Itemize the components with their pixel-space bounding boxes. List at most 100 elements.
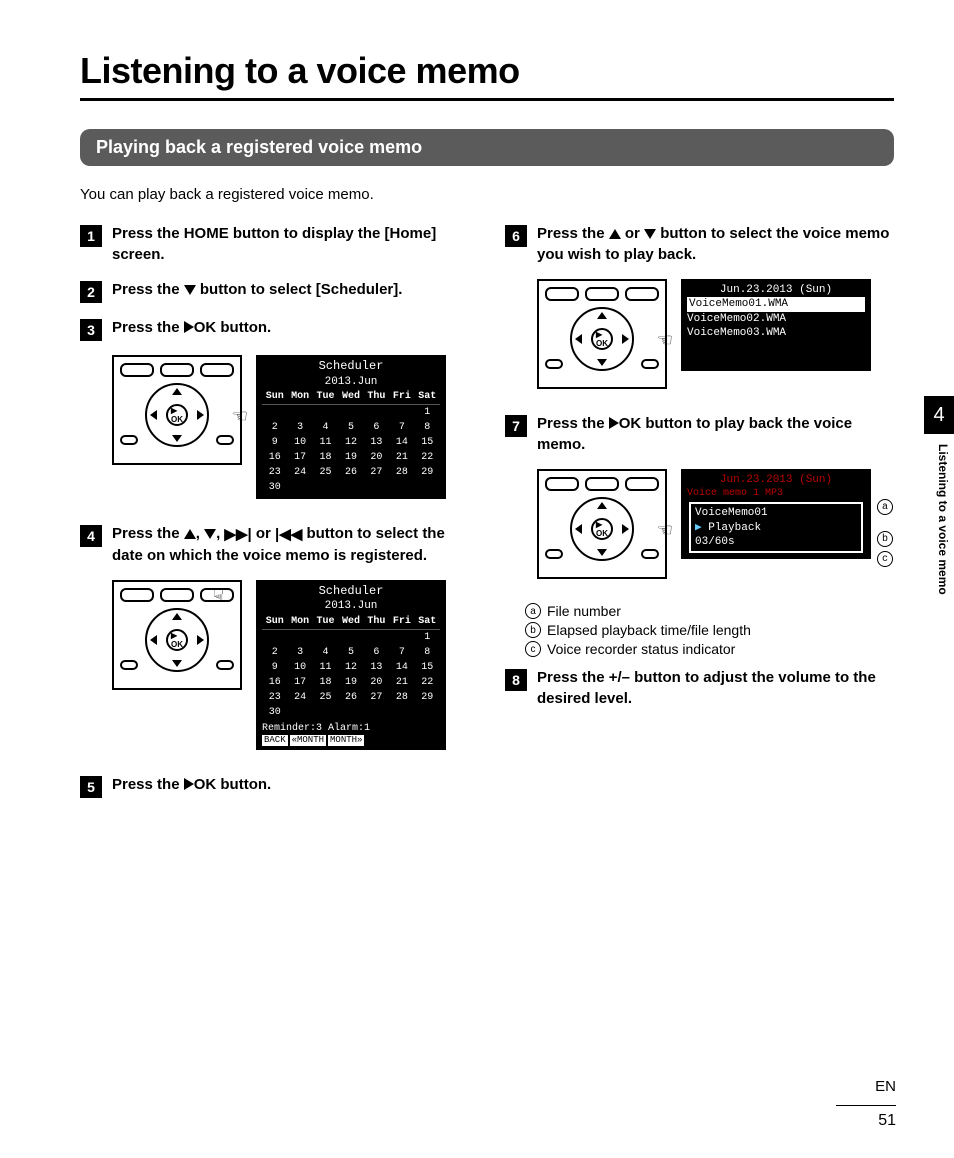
softkey-bar: BACK «MONTH MONTH» xyxy=(262,735,440,747)
text-bold: OK xyxy=(619,415,642,432)
text: ]. xyxy=(393,281,402,298)
device-diagram: ▶OK ☜ xyxy=(112,355,242,465)
text: Press the xyxy=(537,225,609,242)
text: Press the xyxy=(112,225,184,242)
pointing-hand-icon: ☜ xyxy=(657,330,673,351)
circle-a-icon: a xyxy=(525,603,541,619)
text: Press the +/– button to adjust the volum… xyxy=(537,667,894,709)
legend-text: Elapsed playback time/file length xyxy=(547,622,751,638)
step-6: 6 Press the or button to select the voic… xyxy=(505,223,894,265)
rewind-icon: |◀◀ xyxy=(275,524,302,545)
file-list-screen: Jun.23.2013 (Sun) VoiceMemo01.WMAVoiceMe… xyxy=(681,279,871,371)
text: Press the xyxy=(112,525,184,542)
fast-forward-icon: ▶▶| xyxy=(224,524,251,545)
callout-a: a xyxy=(877,499,893,515)
device-diagram: ▶OK ☟ xyxy=(112,580,242,690)
legend-text: Voice recorder status indicator xyxy=(547,641,735,657)
file-name: VoiceMemo01 xyxy=(695,506,857,520)
text-bold: HOME xyxy=(184,225,229,242)
softkey: MONTH» xyxy=(328,735,364,747)
step-8: 8 Press the +/– button to adjust the vol… xyxy=(505,667,894,709)
chapter-tab: 4 xyxy=(924,396,954,434)
language-code: EN xyxy=(836,1078,896,1095)
circle-b-icon: b xyxy=(525,622,541,638)
title-rule xyxy=(80,98,894,101)
down-arrow-icon xyxy=(204,529,216,539)
scheduler-screen-selected: Scheduler 2013.Jun SunMonTueWedThuFriSat… xyxy=(256,580,446,751)
text-bold: OK xyxy=(194,319,217,336)
section-heading: Playing back a registered voice memo xyxy=(80,129,894,166)
calendar-table: SunMonTueWedThuFriSat 123456789101112131… xyxy=(262,389,440,495)
figure-step3: ▶OK ☜ Scheduler 2013.Jun SunMonTueWedThu… xyxy=(112,355,469,499)
scheduler-screen: Scheduler 2013.Jun SunMonTueWedThuFriSat… xyxy=(256,355,446,499)
figure-step6: ▶OK ☜ Jun.23.2013 (Sun) VoiceMemo01.WMAV… xyxy=(537,279,894,389)
callout-legend: a File number b Elapsed playback time/file… xyxy=(525,603,894,657)
text: or xyxy=(252,525,275,542)
step-2: 2 Press the button to select [Scheduler]… xyxy=(80,279,469,303)
text: Press the xyxy=(537,415,609,432)
text-bold: Home xyxy=(390,225,432,242)
step-1: 1 Press the HOME button to display the [… xyxy=(80,223,469,265)
step-5: 5 Press the OK button. xyxy=(80,774,469,798)
lcd-subtitle: 2013.Jun xyxy=(262,375,440,389)
file-list-item: VoiceMemo01.WMA xyxy=(687,297,865,311)
play-time: 03/60s xyxy=(695,535,857,549)
softkey: «MONTH xyxy=(290,735,326,747)
softkey: BACK xyxy=(262,735,288,747)
step-number: 8 xyxy=(505,669,527,691)
lcd-header: Jun.23.2013 (Sun) xyxy=(687,283,865,297)
device-diagram: ▶OK ☜ xyxy=(537,469,667,579)
file-list-item: VoiceMemo02.WMA xyxy=(687,312,865,326)
figure-step4: ▶OK ☟ Scheduler 2013.Jun SunMonTueWedThu… xyxy=(112,580,469,751)
figure-step7: ▶OK ☜ Jun.23.2013 (Sun) Voice memo 1 MP3… xyxy=(537,469,894,579)
step-number: 6 xyxy=(505,225,527,247)
play-state: Playback xyxy=(708,522,761,534)
pointing-hand-icon: ☜ xyxy=(232,406,248,427)
step-3: 3 Press the OK button. xyxy=(80,317,469,341)
step-number: 3 xyxy=(80,319,102,341)
play-icon xyxy=(184,321,194,333)
lcd-sub: Voice memo 1 MP3 xyxy=(687,487,865,500)
right-column: 6 Press the or button to select the voic… xyxy=(505,223,894,812)
step-number: 1 xyxy=(80,225,102,247)
left-column: 1 Press the HOME button to display the [… xyxy=(80,223,469,812)
footer-rule xyxy=(836,1105,896,1106)
intro-text: You can play back a registered voice mem… xyxy=(80,186,894,203)
text: or xyxy=(621,225,644,242)
callout-c: c xyxy=(877,551,893,567)
text: Press the xyxy=(112,776,184,793)
step-number: 5 xyxy=(80,776,102,798)
playback-screen: Jun.23.2013 (Sun) Voice memo 1 MP3 Voice… xyxy=(681,469,871,559)
chapter-label: Listening to a voice memo xyxy=(936,444,950,595)
callout-b: b xyxy=(877,531,893,547)
down-arrow-icon xyxy=(184,285,196,295)
device-diagram: ▶OK ☜ xyxy=(537,279,667,389)
down-arrow-icon xyxy=(644,229,656,239)
pointing-hand-icon: ☟ xyxy=(213,586,224,607)
file-list-item: VoiceMemo03.WMA xyxy=(687,326,865,340)
step-number: 2 xyxy=(80,281,102,303)
lcd-title: Scheduler xyxy=(262,584,440,600)
text: Press the xyxy=(112,319,184,336)
text-bold: Scheduler xyxy=(321,281,394,298)
reminder-line: Reminder:3 Alarm:1 xyxy=(262,722,440,735)
play-icon xyxy=(184,778,194,790)
step-7: 7 Press the OK button to play back the v… xyxy=(505,413,894,455)
pointing-hand-icon: ☜ xyxy=(657,520,673,541)
up-arrow-icon xyxy=(184,529,196,539)
text: button. xyxy=(216,776,271,793)
page-number: 51 xyxy=(836,1112,896,1130)
text: Press the xyxy=(112,281,184,298)
page-title: Listening to a voice memo xyxy=(80,50,894,92)
lcd-subtitle: 2013.Jun xyxy=(262,599,440,613)
step-number: 4 xyxy=(80,525,102,547)
step-4: 4 Press the , , ▶▶| or |◀◀ button to sel… xyxy=(80,523,469,566)
circle-c-icon: c xyxy=(525,641,541,657)
play-icon xyxy=(609,417,619,429)
calendar-table: SunMonTueWedThuFriSat 123456789101112131… xyxy=(262,614,440,720)
lcd-title: Scheduler xyxy=(262,359,440,375)
step-number: 7 xyxy=(505,415,527,437)
text-bold: OK xyxy=(194,776,217,793)
text: button to select [ xyxy=(196,281,321,298)
legend-text: File number xyxy=(547,603,621,619)
